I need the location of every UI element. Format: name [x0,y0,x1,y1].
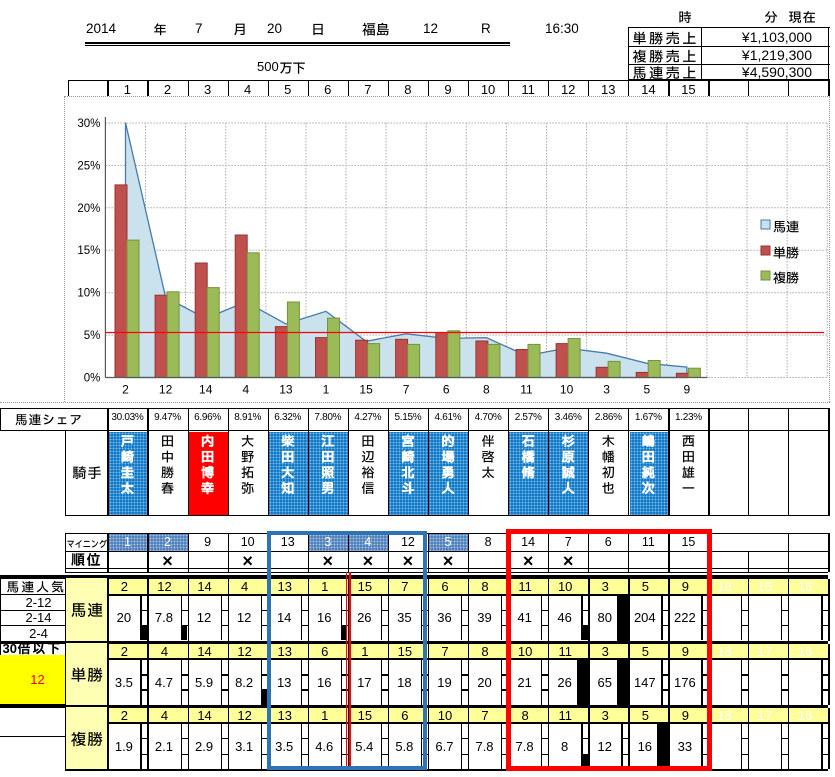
svg-text:4: 4 [242,382,249,396]
svg-text:8: 8 [483,382,490,396]
svg-text:13: 13 [279,382,293,396]
svg-text:30%: 30% [77,118,100,130]
svg-text:11: 11 [520,382,533,396]
svg-text:6: 6 [443,382,450,396]
svg-text:14: 14 [199,382,213,396]
svg-text:20%: 20% [77,202,100,214]
svg-text:10%: 10% [77,287,100,299]
svg-text:5: 5 [643,382,650,396]
svg-text:25%: 25% [77,160,100,172]
svg-text:0%: 0% [84,372,101,384]
svg-text:5%: 5% [84,330,101,342]
svg-text:9: 9 [684,382,691,396]
svg-text:1: 1 [323,382,330,396]
svg-text:10: 10 [560,382,574,396]
svg-text:7: 7 [403,382,410,396]
svg-text:12: 12 [159,382,173,396]
svg-text:15: 15 [359,382,373,396]
svg-text:2: 2 [122,382,129,396]
svg-text:3: 3 [603,382,610,396]
svg-text:15%: 15% [77,245,100,257]
